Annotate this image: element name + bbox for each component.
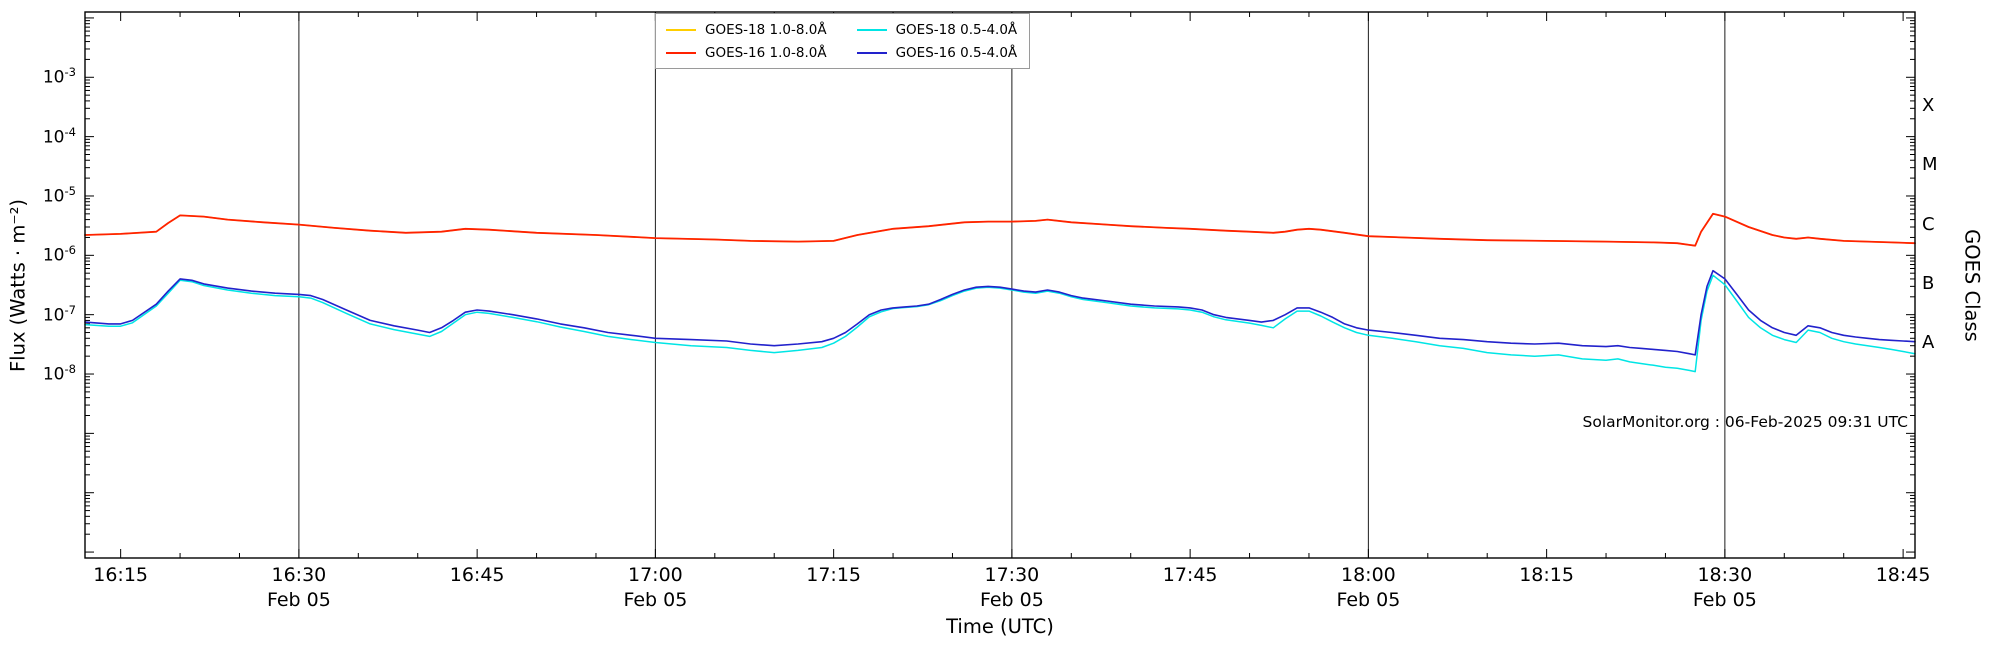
watermark: SolarMonitor.org : 06-Feb-2025 09:31 UTC: [1582, 413, 1908, 431]
legend-label: GOES-16 1.0-8.0Å: [705, 44, 827, 61]
x-axis-title: Time (UTC): [946, 615, 1054, 638]
legend-label: GOES-16 0.5-4.0Å: [895, 44, 1018, 61]
legend-column-long: GOES-18 1.0-8.0Å GOES-16 1.0-8.0Å: [666, 20, 827, 62]
legend-line-goes18-short: [856, 28, 887, 31]
legend-column-short: GOES-18 0.5-4.0Å GOES-16 0.5-4.0Å: [856, 20, 1018, 62]
legend-line-goes16-short: [856, 51, 887, 54]
series-line-goes-16-1-0-8-0: [84, 212, 1916, 247]
legend: GOES-18 1.0-8.0Å GOES-16 1.0-8.0Å GOES-1…: [655, 13, 1031, 69]
legend-item: GOES-18 1.0-8.0Å: [666, 20, 827, 39]
legend-line-goes16-long: [666, 51, 696, 54]
legend-item: GOES-18 0.5-4.0Å: [856, 20, 1018, 39]
legend-label: GOES-18 1.0-8.0Å: [705, 21, 827, 38]
series-line-goes-16-0-5-4-0: [84, 269, 1916, 356]
y-axis-title: Flux (Watts · m⁻²): [6, 198, 30, 373]
series-line-goes-18-0-5-4-0: [84, 274, 1916, 373]
plot-border: [84, 11, 1916, 559]
legend-line-goes18-long: [666, 28, 696, 31]
legend-label: GOES-18 0.5-4.0Å: [895, 21, 1018, 38]
legend-item: GOES-16 0.5-4.0Å: [856, 43, 1018, 62]
right-axis-title: GOES Class: [1960, 229, 1984, 342]
legend-item: GOES-16 1.0-8.0Å: [666, 43, 827, 62]
